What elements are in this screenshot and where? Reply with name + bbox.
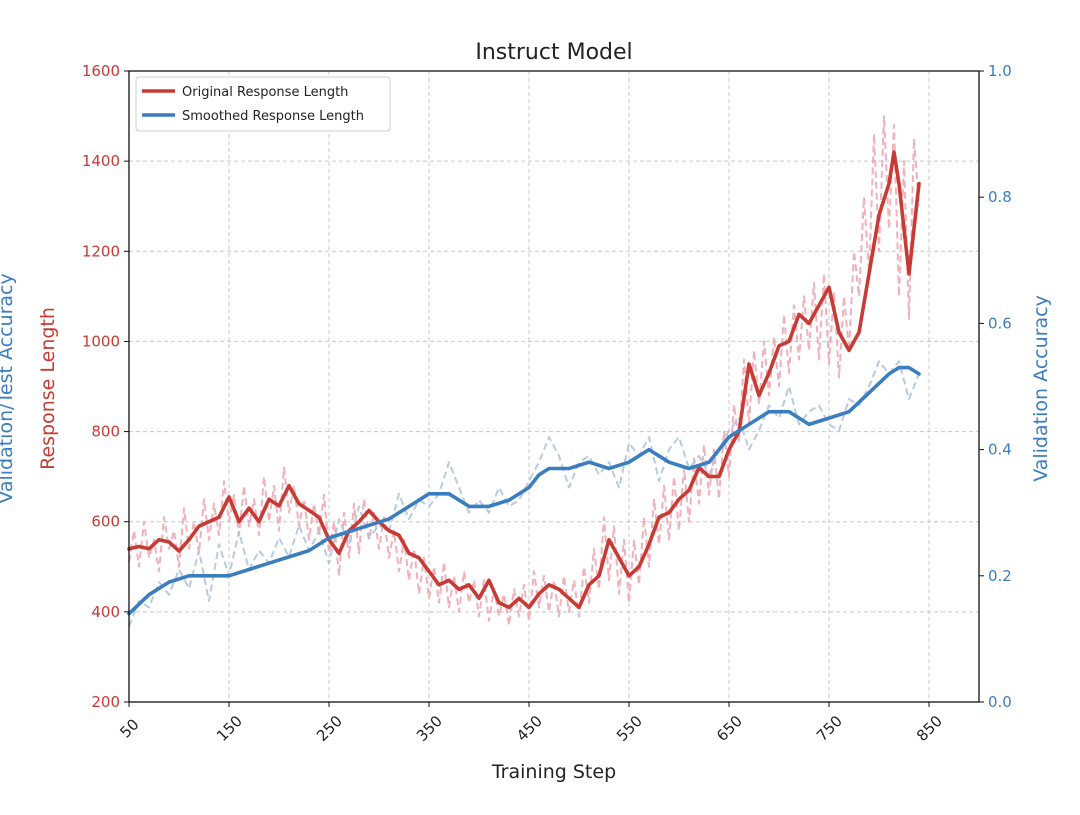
y-left-tick-label: 400 bbox=[91, 603, 120, 621]
y-left-tick-label: 1000 bbox=[82, 332, 120, 350]
legend-label-original: Original Response Length bbox=[182, 85, 348, 100]
x-axis-title: Training Step bbox=[491, 761, 616, 783]
tick-layer: 50 150 250 350 450 550 650 750 850 200 400 600 800 10… bbox=[82, 62, 1012, 745]
y-left-tick-label: 1400 bbox=[82, 152, 120, 170]
legend-box bbox=[135, 76, 391, 132]
smoothed-response-line bbox=[127, 365, 921, 616]
legend-label-smoothed: Smoothed Response Length bbox=[182, 109, 364, 124]
x-tick-label: 850 bbox=[913, 712, 946, 745]
series-layer bbox=[127, 150, 921, 616]
chart-title: Instruct Model bbox=[475, 40, 632, 65]
y-right-tick-label: 0.0 bbox=[988, 693, 1012, 711]
grid-layer bbox=[128, 71, 979, 702]
y-left-tick-label: 1200 bbox=[82, 242, 120, 260]
raw-accuracy-line bbox=[128, 360, 920, 627]
x-tick-label: 650 bbox=[713, 712, 746, 745]
x-tick-label: 50 bbox=[116, 715, 142, 741]
y-right-tick-label: 0.6 bbox=[988, 314, 1012, 332]
y-left-tick-label: 200 bbox=[91, 693, 120, 711]
y-left-outer-axis-title: Validation/Test Accuracy bbox=[0, 273, 17, 503]
y-right-tick-label: 0.8 bbox=[988, 188, 1012, 206]
x-tick-label: 750 bbox=[813, 712, 846, 745]
plot-frame bbox=[128, 70, 980, 703]
x-tick-label: 450 bbox=[513, 712, 546, 745]
y-right-tick-label: 0.4 bbox=[988, 441, 1012, 459]
y-right-axis-title: Validation Accuracy bbox=[1030, 295, 1052, 482]
y-right-tick-label: 0.2 bbox=[988, 567, 1012, 585]
y-left-tick-label: 1600 bbox=[82, 62, 120, 80]
raw-response-line bbox=[128, 115, 920, 627]
raw-series-layer bbox=[128, 115, 920, 627]
y-right-tick-label: 1.0 bbox=[988, 62, 1012, 80]
x-tick-label: 150 bbox=[213, 712, 246, 745]
y-left-axis-title: Response Length bbox=[37, 307, 59, 470]
original-response-line bbox=[127, 150, 921, 610]
legend: Original Response Length Smoothed Respon… bbox=[135, 76, 391, 132]
x-tick-label: 250 bbox=[313, 712, 346, 745]
x-tick-label: 550 bbox=[613, 712, 646, 745]
y-left-tick-label: 600 bbox=[91, 513, 120, 531]
x-tick-label: 350 bbox=[413, 712, 446, 745]
y-left-tick-label: 800 bbox=[91, 423, 120, 441]
